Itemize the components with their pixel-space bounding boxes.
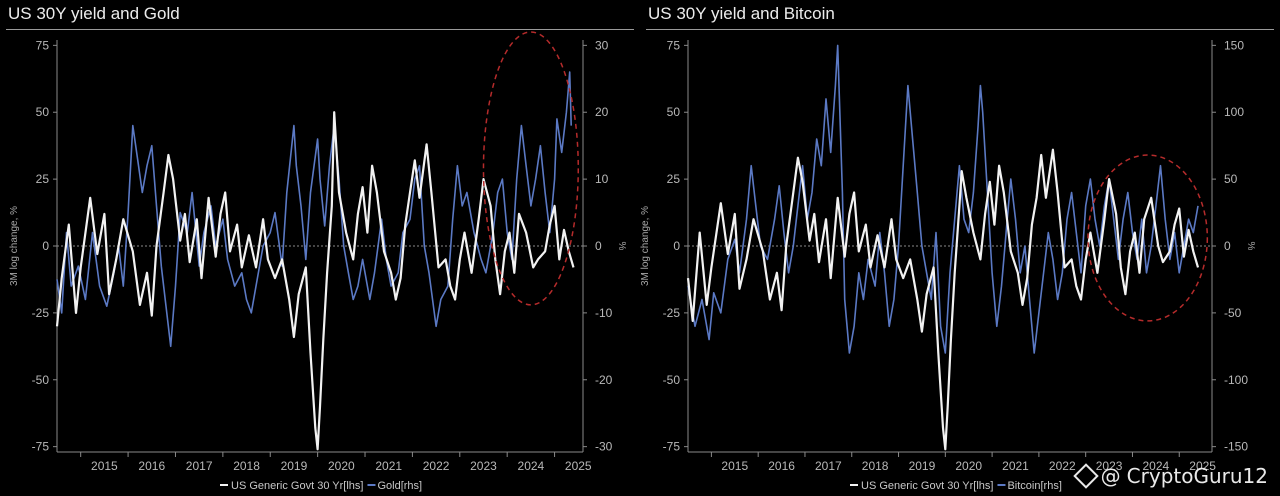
x-tick-label: 2022 (423, 459, 450, 473)
bitcoin-panel: US 30Y yield and Bitcoin 75 50 25 0 -25 -50 -7… (640, 0, 1280, 496)
title-divider (6, 29, 634, 30)
y-tick-label-left: -25 (663, 306, 681, 320)
y-tick-label-left: 0 (42, 239, 49, 253)
gold-line (56, 71, 572, 348)
x-tick-label: 2020 (955, 459, 982, 473)
y-tick-label-left: 25 (667, 172, 681, 186)
x-tick-label: 2024 (518, 459, 545, 473)
y-tick-label-left: 50 (667, 105, 681, 119)
x-tick-label: 2025 (565, 459, 592, 473)
y-tick-label-right: -30 (595, 440, 613, 454)
x-tick-label: 2018 (233, 459, 260, 473)
binance-logo-icon (1072, 463, 1099, 489)
y-tick-label-left: 50 (36, 105, 50, 119)
gold-chart: 75 50 25 0 -25 -50 -75 30 20 10 0 -10 -20 -30 2015 2016… (9, 31, 627, 492)
y-tick-label-left: -75 (663, 440, 681, 454)
x-tick-label: 2017 (186, 459, 213, 473)
us-30y-yield-line (686, 148, 1200, 451)
x-tick-label: 2018 (862, 459, 889, 473)
y-tick-label-right: 0 (1224, 239, 1231, 253)
y-tick-label-right: -50 (1224, 306, 1242, 320)
watermark-handle: CryptoGuru12 (1126, 464, 1268, 488)
x-tick-label: 2019 (909, 459, 936, 473)
y-axis-title-left: 3M log change, % (9, 206, 20, 286)
y-tick-label-left: 75 (667, 38, 681, 52)
watermark: @ CryptoGuru12 (1072, 463, 1268, 489)
x-tick-label: 2025 (1189, 459, 1216, 473)
x-tick-label: 2023 (1096, 459, 1123, 473)
y-tick-label-right: 10 (595, 172, 609, 186)
y-tick-label-left: -25 (32, 306, 50, 320)
x-tick-label: 2016 (138, 459, 165, 473)
x-tick-label: 2020 (328, 459, 355, 473)
x-tick-label: 2019 (281, 459, 308, 473)
legend-label-asset: Gold[rhs] (377, 480, 422, 492)
bitcoin-line (687, 44, 1199, 354)
y-tick-label-left: -50 (32, 373, 50, 387)
y-tick-label-right: 50 (1224, 172, 1238, 186)
y-axis-title-right: % (1245, 242, 1256, 251)
x-tick-label: 2015 (721, 459, 748, 473)
x-tick-label: 2021 (375, 459, 402, 473)
y-tick-label-right: 150 (1224, 38, 1244, 52)
x-tick-label: 2021 (1002, 459, 1029, 473)
y-tick-label-right: -100 (1224, 373, 1248, 387)
y-tick-label-left: -75 (32, 440, 50, 454)
y-tick-label-right: 100 (1224, 105, 1244, 119)
y-tick-label-right: 20 (595, 105, 609, 119)
y-tick-label-right: -20 (595, 373, 613, 387)
chart-title: US 30Y yield and Bitcoin (648, 4, 835, 23)
y-tick-label-right: 30 (595, 38, 609, 52)
y-tick-label-left: 0 (673, 239, 680, 253)
y-tick-label-right: 0 (595, 239, 602, 253)
title-divider (646, 29, 1274, 30)
y-tick-label-left: 75 (36, 38, 50, 52)
watermark-at: @ (1100, 464, 1121, 488)
y-tick-label-right: -10 (595, 306, 613, 320)
y-axis-title-right: % (616, 242, 627, 251)
legend-label-yield: US Generic Govt 30 Yr[lhs] (231, 480, 363, 492)
highlight-ellipse (482, 31, 580, 306)
y-tick-label-right: -150 (1224, 440, 1248, 454)
x-tick-label: 2016 (768, 459, 795, 473)
y-axis-title-left: 3M log change, % (640, 206, 651, 286)
x-tick-label: 2022 (1049, 459, 1076, 473)
y-tick-label-left: -50 (663, 373, 681, 387)
gold-panel: US 30Y yield and Gold 75 50 25 0 -25 -50 -75 30… (6, 4, 634, 492)
y-tick-label-left: 25 (36, 172, 50, 186)
us-30y-yield-line (55, 111, 575, 451)
legend-label-yield: US Generic Govt 30 Yr[lhs] (861, 480, 993, 492)
chart-title: US 30Y yield and Gold (8, 4, 180, 23)
x-tick-label: 2017 (815, 459, 842, 473)
legend-label-asset: Bitcoin[rhs] (1007, 480, 1061, 492)
highlight-ellipse (1087, 154, 1209, 322)
x-tick-label: 2023 (470, 459, 497, 473)
x-tick-label: 2015 (91, 459, 118, 473)
bitcoin-chart: 75 50 25 0 -25 -50 -75 150 100 50 0 -50 -100 -150 2015… (640, 38, 1256, 492)
x-tick-label: 2024 (1143, 459, 1170, 473)
